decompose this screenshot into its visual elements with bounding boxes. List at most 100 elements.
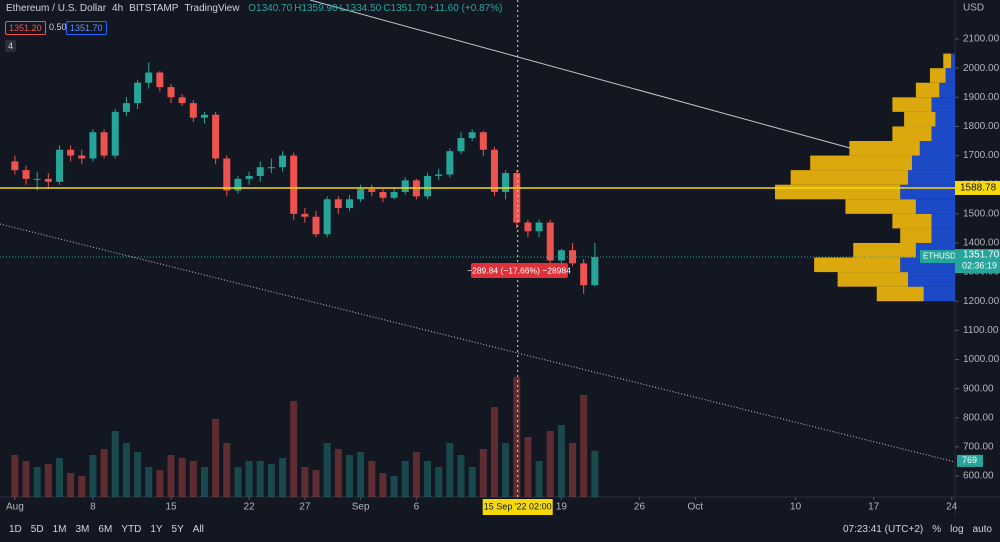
- range-button[interactable]: 1Y: [150, 524, 163, 535]
- volume-bar: [323, 443, 331, 497]
- range-button[interactable]: YTD: [121, 524, 142, 535]
- profile-down: [845, 199, 916, 214]
- y-tick-label: 1400.00: [963, 238, 1000, 249]
- candle-body: [312, 216, 320, 235]
- candle-body: [100, 132, 108, 156]
- volume-bar: [178, 458, 186, 497]
- candle-body: [368, 189, 376, 192]
- range-button[interactable]: 3M: [75, 524, 90, 535]
- volume-bar: [156, 470, 164, 497]
- volume-bar: [435, 467, 443, 497]
- trend-line: [0, 223, 956, 463]
- y-tick-label: 1800.00: [963, 121, 1000, 132]
- x-tick-label: 10: [790, 502, 802, 513]
- volume-bar: [78, 476, 86, 497]
- volume-bar: [502, 443, 510, 497]
- candle-body: [535, 222, 543, 232]
- x-tick-label: 24: [946, 502, 958, 513]
- price-label: 1351.70: [963, 250, 1000, 261]
- volume-bar: [189, 461, 197, 497]
- volume-bar: [234, 467, 242, 497]
- volume-bar: [11, 455, 19, 497]
- x-tick-label: Oct: [687, 502, 703, 513]
- volume-bar: [145, 467, 153, 497]
- volume-bar: [490, 407, 498, 497]
- low: L1334.50: [339, 3, 382, 14]
- candle-body: [212, 114, 220, 159]
- percent-toggle[interactable]: %: [932, 524, 942, 535]
- profile-up: [923, 286, 955, 302]
- legend: Ethereum / U.S. Dollar 4h BITSTAMP TradingV…: [6, 3, 508, 14]
- profile-up: [931, 213, 955, 229]
- level-label: 1588.78: [960, 183, 997, 194]
- candle-body: [78, 155, 86, 159]
- profile-up: [951, 53, 955, 69]
- currency: USD: [963, 3, 984, 14]
- y-tick-label: 1200.00: [963, 296, 1000, 307]
- candle-body: [457, 138, 465, 152]
- y-tick-label: 700.00: [963, 442, 994, 453]
- candle-body: [67, 149, 75, 156]
- candle-body: [557, 250, 565, 261]
- range-button[interactable]: 5Y: [171, 524, 184, 535]
- volume-bar: [390, 476, 398, 497]
- volume-bar: [267, 464, 275, 497]
- profile-up: [931, 126, 955, 142]
- y-tick-label: 800.00: [963, 412, 994, 423]
- range-button[interactable]: 1M: [52, 524, 67, 535]
- bid[interactable]: 1351.20: [5, 21, 46, 35]
- volume-bar: [368, 461, 376, 497]
- candle-body: [134, 82, 142, 104]
- candle-body: [44, 178, 52, 182]
- x-tick-label: 8: [90, 502, 96, 513]
- ask[interactable]: 1351.70: [66, 21, 107, 35]
- volume-label: 769: [962, 455, 977, 465]
- x-tick-label: 6: [414, 502, 420, 513]
- volume-bar: [446, 443, 454, 497]
- range-button[interactable]: 6M: [98, 524, 113, 535]
- range-button[interactable]: 5D: [30, 524, 44, 535]
- candle-body: [546, 222, 554, 261]
- volume-bar: [111, 431, 119, 497]
- candle-body: [234, 178, 242, 191]
- x-tick-label: 26: [634, 502, 646, 513]
- volume-bar: [357, 452, 365, 497]
- candle-body: [424, 175, 432, 197]
- profile-down: [853, 242, 916, 258]
- x-tick-label: 17: [868, 502, 880, 513]
- auto-toggle[interactable]: auto: [972, 524, 992, 535]
- volume-bar: [223, 443, 231, 497]
- log-toggle[interactable]: log: [950, 524, 964, 535]
- candle-body: [145, 72, 153, 83]
- candle-body: [290, 155, 298, 214]
- indicators[interactable]: 4: [5, 40, 17, 52]
- candle-body: [245, 175, 253, 179]
- level-tag: [955, 180, 1000, 195]
- volume-bar: [312, 470, 320, 497]
- y-tick-label: 1500.00: [963, 208, 1000, 219]
- volume-bar: [44, 464, 52, 497]
- volume-bar: [290, 401, 298, 497]
- profile-down: [900, 228, 932, 243]
- volume-bar: [200, 467, 208, 497]
- volume-bar: [100, 449, 108, 497]
- volume-bar: [22, 461, 30, 497]
- profile-down: [790, 170, 909, 185]
- candle-body: [256, 167, 264, 176]
- profile-down: [915, 82, 940, 98]
- symbol: Ethereum / U.S. Dollar: [6, 3, 107, 14]
- volume-bar: [379, 473, 387, 497]
- y-tick-label: 1900.00: [963, 92, 1000, 103]
- close: C1351.70: [383, 3, 427, 14]
- range-button[interactable]: 1D: [9, 524, 22, 535]
- candle-body: [55, 149, 63, 182]
- y-tick-label: 900.00: [963, 383, 994, 394]
- candle-body: [33, 178, 41, 180]
- range-button[interactable]: All: [192, 524, 204, 535]
- candle-body: [11, 161, 19, 171]
- x-tick-label: 15: [165, 502, 177, 513]
- candle-body: [156, 72, 164, 88]
- volume-bar: [256, 461, 264, 497]
- countdown: 02:36:19: [962, 260, 997, 270]
- candle-body: [323, 199, 331, 235]
